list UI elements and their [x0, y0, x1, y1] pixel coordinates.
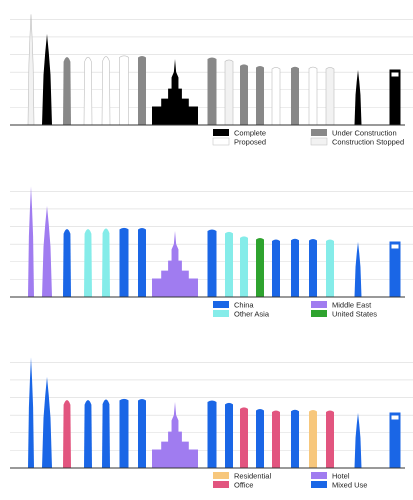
building-14 [291, 409, 299, 468]
building-13 [271, 67, 281, 126]
building-10 [225, 402, 233, 468]
legend-swatch-under_construction [311, 129, 327, 136]
building-4 [83, 56, 93, 126]
legend-swatch-complete [213, 129, 229, 136]
building-10 [225, 231, 233, 297]
legend-label-china: China [234, 301, 254, 310]
legend-label-construction_stopped: Construction Stopped [332, 138, 404, 147]
legend-label-office: Office [234, 481, 253, 490]
building-2 [42, 34, 52, 125]
building-8 [152, 230, 198, 297]
building-2 [42, 377, 52, 468]
legend-label-complete: Complete [234, 129, 266, 138]
legend-swatch-other_asia [213, 310, 229, 317]
building-14 [291, 66, 299, 125]
legend-label-hotel: Hotel [332, 472, 350, 481]
building-17 [354, 413, 362, 468]
legend-swatch-united_states [311, 310, 327, 317]
building-17 [354, 242, 362, 297]
building-12 [256, 409, 264, 468]
building-13 [272, 239, 280, 297]
building-3 [63, 229, 71, 297]
legend-swatch-construction_stopped [310, 137, 328, 146]
building-12 [256, 66, 264, 125]
building-18 [389, 241, 401, 297]
chart-panel-function: Residential Hotel Office Mixed Use [10, 357, 413, 490]
building-5 [101, 56, 111, 126]
chart-panel-status: Complete Under Construction Proposed Constr… [10, 14, 413, 147]
building-9 [207, 229, 217, 297]
legend-label-under_construction: Under Construction [332, 129, 397, 138]
legend-label-residential: Residential [234, 472, 271, 481]
legend-label-other_asia: Other Asia [234, 310, 270, 319]
building-14 [291, 238, 299, 297]
building-16 [326, 410, 334, 468]
legend-label-proposed: Proposed [234, 138, 266, 147]
building-15 [309, 410, 317, 468]
building-1 [27, 14, 35, 126]
building-9 [207, 57, 217, 126]
legend-swatch-residential [213, 472, 229, 479]
building-16 [325, 67, 335, 126]
building-17 [354, 70, 362, 125]
building-9 [207, 400, 217, 468]
building-6 [119, 55, 129, 126]
building-11 [240, 407, 248, 468]
building-6 [119, 398, 129, 468]
building-11 [240, 236, 248, 297]
building-8 [152, 401, 198, 468]
building-7 [138, 399, 146, 468]
building-4 [84, 400, 92, 468]
legend-swatch-proposed [212, 137, 230, 146]
building-15 [309, 239, 317, 297]
legend-label-mixed_use: Mixed Use [332, 481, 367, 490]
building-2 [42, 206, 52, 297]
building-6 [119, 227, 129, 297]
building-1 [28, 186, 34, 297]
chart-panel-region: China Middle East Other Asia United States [10, 186, 413, 319]
building-4 [84, 229, 92, 297]
building-1 [28, 357, 34, 468]
building-18-opening [391, 244, 399, 249]
legend-label-middle_east: Middle East [332, 301, 372, 310]
building-16 [326, 239, 334, 297]
building-18 [389, 412, 401, 468]
building-11 [240, 64, 248, 125]
building-7 [138, 228, 146, 297]
building-13 [272, 410, 280, 468]
building-5 [102, 399, 110, 468]
legend-swatch-office [213, 481, 229, 488]
legend-swatch-mixed_use [311, 481, 327, 488]
building-18-opening [391, 415, 399, 420]
legend-swatch-middle_east [311, 301, 327, 308]
building-3 [63, 57, 71, 125]
legend-swatch-china [213, 301, 229, 308]
building-12 [256, 238, 264, 297]
building-10 [224, 59, 234, 126]
building-15 [308, 66, 318, 126]
legend-label-united_states: United States [332, 310, 377, 319]
building-3 [63, 400, 71, 468]
building-18 [389, 69, 401, 125]
building-7 [138, 56, 146, 126]
legend-swatch-hotel [311, 472, 327, 479]
building-8 [152, 58, 198, 125]
building-18-opening [391, 72, 399, 77]
building-5 [102, 228, 110, 297]
